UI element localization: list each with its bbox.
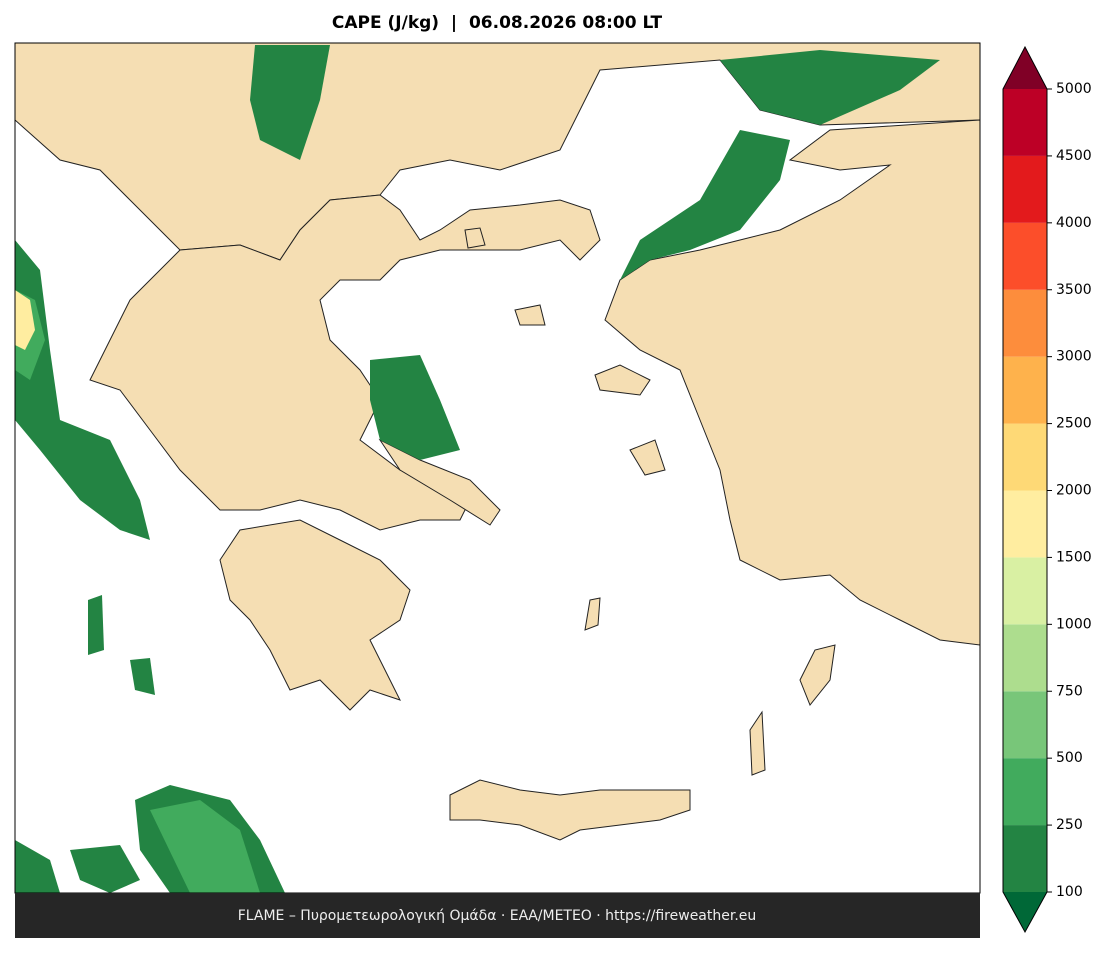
colorbar-segment [1003, 691, 1047, 759]
colorbar-segment [1003, 825, 1047, 892]
colorbar-segment [1003, 89, 1047, 156]
colorbar-tick-label: 750 [1056, 683, 1083, 699]
footer-text: FLAME – Πυρομετεωρολογική Ομάδα · ΕΑΑ/ME… [238, 908, 757, 924]
colorbar-tick-label: 4000 [1056, 215, 1092, 231]
colorbar-segment [1003, 423, 1047, 491]
colorbar-tick-label: 5000 [1056, 81, 1092, 97]
colorbar-segment [1003, 758, 1047, 826]
colorbar-tick-label: 500 [1056, 750, 1083, 766]
colorbar-under [1003, 892, 1047, 932]
colorbar-segment [1003, 490, 1047, 558]
colorbar-segment [1003, 155, 1047, 223]
colorbar-tick-label: 100 [1056, 884, 1083, 900]
colorbar-tick-label: 1000 [1056, 616, 1092, 632]
colorbar-segment [1003, 624, 1047, 692]
colorbar-segment [1003, 557, 1047, 625]
colorbar-tick-label: 3000 [1056, 349, 1092, 365]
colorbar: 100 250 500 750 1000 1500 2000 2500 3000 3500 4000… [1002, 45, 1092, 934]
colorbar-tick-label: 1500 [1056, 549, 1092, 565]
colorbar-tick-label: 2500 [1056, 416, 1092, 432]
colorbar-tick-label: 2000 [1056, 483, 1092, 499]
colorbar-tick-label: 250 [1056, 817, 1083, 833]
footer-bar [15, 893, 980, 938]
map [14, 42, 981, 894]
colorbar-tick-label: 4500 [1056, 148, 1092, 164]
colorbar-over [1003, 47, 1047, 89]
map-title: CAPE (J/kg) | 06.08.2026 08:00 LT [332, 13, 663, 33]
colorbar-segment [1003, 356, 1047, 424]
colorbar-tick-label: 3500 [1056, 282, 1092, 298]
colorbar-segment [1003, 222, 1047, 290]
colorbar-segment [1003, 289, 1047, 357]
